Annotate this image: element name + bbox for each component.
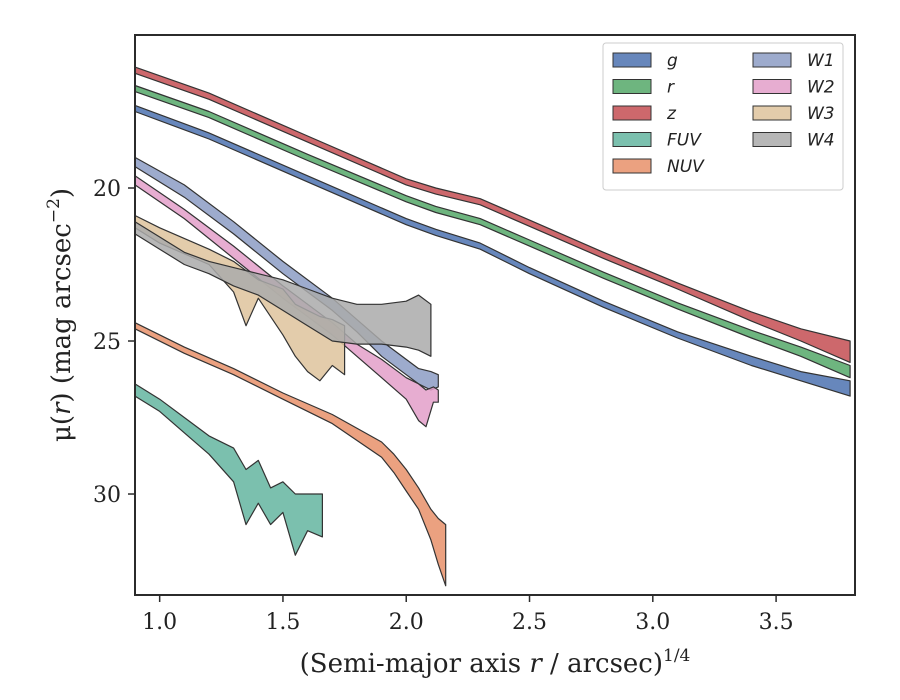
y-tick-label: 25 xyxy=(93,330,121,355)
x-axis-ticks: 1.0 1.5 2.0 2.5 3.0 3.5 xyxy=(142,595,794,635)
x-axis-label-sup: 1/4 xyxy=(663,646,690,666)
legend-swatch-nuv xyxy=(612,158,652,174)
x-axis-label-prefix: (Semi-major axis xyxy=(300,649,530,679)
series-band-nuv xyxy=(134,322,447,587)
legend-swatch-r xyxy=(612,79,652,94)
x-tick-label: 2.0 xyxy=(389,610,424,635)
legend-label-w3: W3 xyxy=(807,104,835,124)
series-band-w4 xyxy=(134,221,432,357)
series-band-g xyxy=(134,104,851,397)
x-tick-label: 1.5 xyxy=(265,610,300,635)
legend-label-g: g xyxy=(667,51,678,71)
series-band-fuv xyxy=(134,383,323,556)
x-tick-label: 2.5 xyxy=(512,610,547,635)
plot-frame xyxy=(134,34,856,596)
legend-label-w4: W4 xyxy=(807,131,835,151)
legend-swatch-fuv xyxy=(612,132,652,147)
legend-swatch-z xyxy=(612,105,652,121)
x-axis-label: (Semi-major axis r / arcsec)1/4 xyxy=(300,646,691,679)
legend-swatch-w3 xyxy=(752,105,792,121)
legend-label-nuv: NUV xyxy=(667,157,705,177)
legend-label-w2: W2 xyxy=(807,78,835,98)
legend-label-fuv: FUV xyxy=(667,131,702,151)
y-axis-label-var: r xyxy=(47,401,77,415)
series-band-z xyxy=(134,66,851,363)
legend-swatch-w2 xyxy=(752,79,792,94)
legend-label-w1: W1 xyxy=(807,51,835,71)
legend: grz FUV NUV W1 W2 W3 W4 xyxy=(602,42,844,191)
series-band-r xyxy=(134,84,851,379)
x-tick-label: 3.0 xyxy=(635,610,670,635)
y-axis-label: μ(r) (mag arcsec−2) xyxy=(44,188,77,442)
legend-label-z: z xyxy=(666,104,677,124)
series-areas xyxy=(134,66,851,587)
legend-swatch-w1 xyxy=(752,52,792,68)
x-tick-label: 3.5 xyxy=(759,610,794,635)
y-axis-label-mid: ) (mag arcsec xyxy=(47,223,77,402)
y-tick-label: 20 xyxy=(93,177,121,202)
y-tick-label: 30 xyxy=(93,483,121,508)
x-tick-label: 1.0 xyxy=(142,610,177,635)
x-axis-label-var: r xyxy=(529,649,543,679)
y-axis-label-prefix: μ( xyxy=(47,415,77,442)
y-axis-label-sup: −2 xyxy=(44,198,64,223)
y-axis-ticks: 20 25 30 xyxy=(93,177,135,508)
legend-swatch-g xyxy=(612,52,652,68)
legend-label-r: r xyxy=(667,78,675,98)
y-axis-label-suffix: ) xyxy=(47,188,77,198)
x-axis-label-mid: / arcsec) xyxy=(542,649,663,679)
legend-swatch-w4 xyxy=(752,132,792,147)
